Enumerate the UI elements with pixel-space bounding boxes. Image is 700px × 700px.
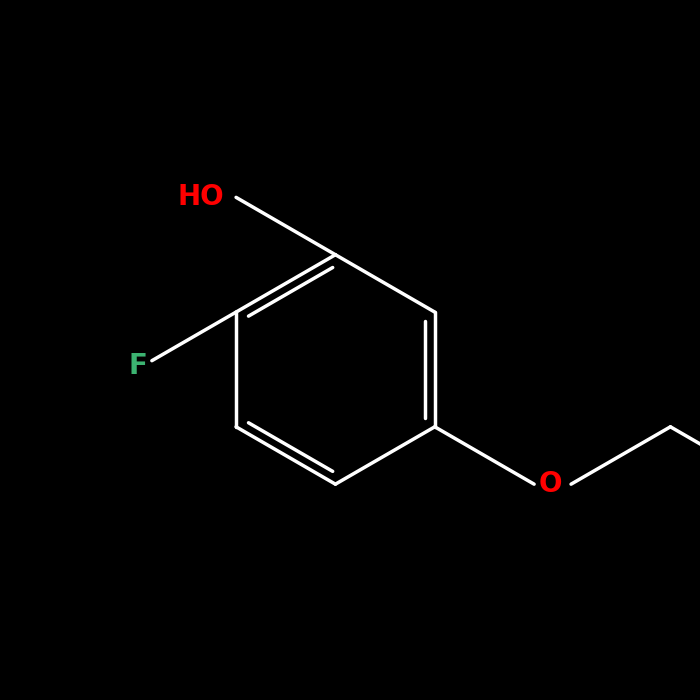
Text: O: O bbox=[539, 470, 563, 498]
Text: F: F bbox=[128, 351, 147, 379]
Text: HO: HO bbox=[178, 183, 225, 211]
